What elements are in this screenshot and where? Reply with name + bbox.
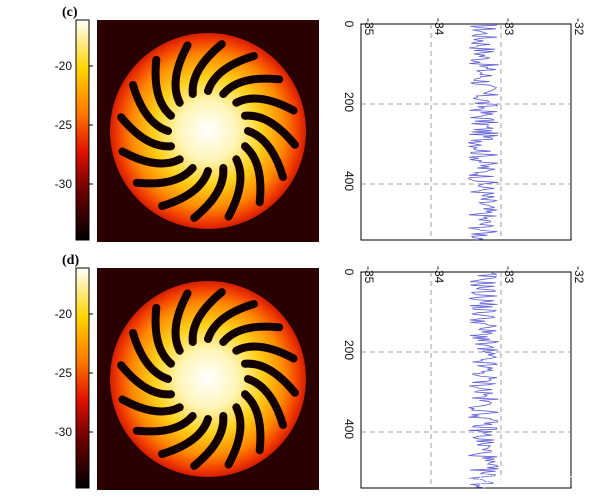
x-tick-label: -34 xyxy=(432,18,446,36)
heatmap-hole xyxy=(188,40,226,98)
grid-lines xyxy=(361,24,571,240)
y-tick-label: 200 xyxy=(342,92,356,112)
heatmap-hole xyxy=(244,127,287,181)
heatmap-hole xyxy=(158,415,212,458)
heatmap-hole xyxy=(190,412,228,470)
heatmap-hole xyxy=(219,74,284,98)
panel-d: (d) -20 -25 -30 xyxy=(55,253,319,490)
heatmap-hole xyxy=(190,164,228,222)
x-ticks: -35 -34 -33 -32 xyxy=(362,266,586,284)
heatmap-hole xyxy=(118,395,184,416)
grid-lines xyxy=(361,272,571,488)
heatmap-hole xyxy=(171,41,192,107)
x-tick-label: -35 xyxy=(362,18,376,36)
heatmap-hole xyxy=(171,289,192,355)
heatmap-hole xyxy=(118,147,184,168)
y-ticks: 0 200 400 xyxy=(342,269,356,440)
panel-label-d: (d) xyxy=(62,253,79,268)
heatmap-hole xyxy=(151,55,175,120)
heatmap-hole xyxy=(188,288,226,346)
plot-frame xyxy=(360,271,572,489)
heatmap-hole xyxy=(129,81,172,135)
heatmap-hole xyxy=(232,342,298,363)
heatmap-hole xyxy=(132,164,197,188)
y-tick-label: 200 xyxy=(342,340,356,360)
heatmap-hole xyxy=(244,375,287,429)
colorbar-tick-label: -20 xyxy=(55,59,73,73)
colorbar-d xyxy=(75,267,90,489)
x-tick-label: -33 xyxy=(502,266,516,284)
colorbar-tick-label: -25 xyxy=(55,118,73,132)
heatmap-hole xyxy=(158,167,212,210)
heatmap-hole xyxy=(232,94,298,115)
lineplot-d: -35 -34 -33 -32 0 200 400 xyxy=(342,266,586,489)
heatmap-hole xyxy=(224,403,245,469)
heatmap-hole xyxy=(241,359,299,397)
lineplot-c: -35 -34 -33 -32 0 200 400 xyxy=(342,18,586,241)
y-tick-label: 400 xyxy=(342,419,356,439)
x-tick-label: -32 xyxy=(572,266,586,284)
heatmap-hole xyxy=(241,390,265,455)
heatmap-hole xyxy=(151,303,175,368)
heatmap-holes-d xyxy=(117,288,299,470)
heatmap-hole xyxy=(117,361,175,399)
colorbar-tick-label: -30 xyxy=(55,425,73,439)
heatmap-hole xyxy=(241,111,299,149)
colorbar-c xyxy=(75,19,90,241)
x-tick-label: -33 xyxy=(502,18,516,36)
heatmap-hole xyxy=(241,142,265,207)
colorbar-tick-label: -25 xyxy=(55,366,73,380)
x-tick-label: -32 xyxy=(572,18,586,36)
y-tick-label: 0 xyxy=(342,21,356,28)
heatmap-hole xyxy=(204,300,258,343)
watermark: 知乎 @weitermachen xyxy=(446,471,592,488)
heatmap-hole xyxy=(117,113,175,151)
y-ticks: 0 200 400 xyxy=(342,21,356,192)
heatmap-hole xyxy=(224,155,245,221)
colorbar-tick-label: -30 xyxy=(55,177,73,191)
colorbar-tick-label: -20 xyxy=(55,307,73,321)
y-tick-label: 0 xyxy=(342,269,356,276)
heatmap-hole xyxy=(129,329,172,383)
heatmap-hole xyxy=(219,322,284,346)
panel-c: (c) -20 -25 -30 xyxy=(55,5,319,242)
heatmap-hole xyxy=(132,412,197,436)
y-tick-label: 400 xyxy=(342,171,356,191)
x-ticks: -35 -34 -33 -32 xyxy=(362,18,586,36)
heatmap-holes-c xyxy=(117,40,299,222)
heatmap-hole xyxy=(204,52,258,95)
plot-frame xyxy=(360,23,572,241)
series-line xyxy=(468,271,500,489)
x-tick-label: -34 xyxy=(432,266,446,284)
x-tick-label: -35 xyxy=(362,266,376,284)
panel-label-c: (c) xyxy=(62,5,78,20)
series-line xyxy=(468,23,499,241)
